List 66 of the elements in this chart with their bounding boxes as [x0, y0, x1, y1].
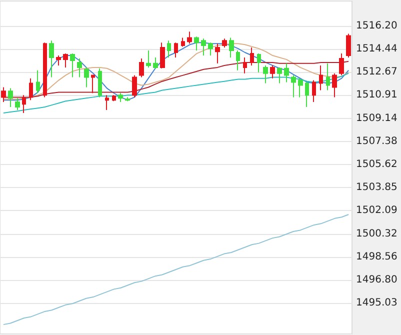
y-tick-label: 1510.91 [356, 90, 398, 101]
candlestick [8, 88, 13, 108]
candlestick [132, 74, 137, 98]
candlestick [270, 64, 275, 79]
y-tick-label: 1500.32 [356, 228, 398, 240]
candlestick [312, 80, 316, 103]
candlestick [215, 43, 220, 64]
candlestick [243, 56, 247, 74]
candlestick [346, 33, 351, 58]
candlestick [187, 31, 192, 44]
candlestick [29, 78, 33, 101]
candlestick [77, 58, 82, 78]
candlestick [22, 94, 26, 114]
y-tick-label: 1507.38 [356, 136, 398, 147]
candlestick [277, 66, 282, 84]
candlestick [250, 47, 254, 66]
candlestick [332, 72, 337, 98]
candlestick [167, 40, 171, 58]
y-tick-label: 1505.62 [356, 158, 398, 170]
candlestick [146, 50, 151, 68]
candlestick [118, 92, 123, 103]
candlestick [229, 37, 234, 58]
candlestick [105, 94, 109, 111]
candlestick [222, 38, 227, 48]
candlestick [201, 38, 206, 56]
candlestick [84, 66, 89, 88]
candlestick [319, 64, 323, 91]
candlestick [153, 56, 158, 69]
candlestick [125, 96, 130, 102]
candlestick [305, 82, 309, 108]
y-tick-label: 1496.80 [356, 274, 398, 286]
candlestick [112, 94, 116, 102]
candlestick [63, 53, 68, 68]
y-tick-label: 1512.67 [356, 66, 398, 78]
candlestick [91, 74, 95, 94]
candlestick [263, 64, 268, 84]
candlestick [174, 42, 178, 58]
candlestick [49, 40, 54, 78]
line-series [2, 72, 350, 114]
candlestick [160, 42, 165, 69]
candlestick [339, 53, 344, 76]
candlestick [236, 50, 240, 71]
candlestick [56, 55, 61, 66]
candlestick [284, 62, 289, 83]
y-tick-label: 1516.20 [356, 20, 398, 32]
y-tick-label: 1502.09 [356, 205, 398, 216]
y-tick-label: 1495.03 [356, 298, 398, 309]
candlestick [36, 70, 40, 94]
y-tick-label: 1514.44 [356, 43, 398, 54]
y-tick-label: 1509.14 [356, 112, 398, 124]
candlestick [194, 36, 199, 52]
candlestick [98, 68, 102, 98]
candlestick [257, 53, 261, 73]
candlestick [208, 42, 213, 56]
y-tick-label: 1503.85 [356, 182, 398, 194]
candlestick [43, 42, 47, 98]
candlestick [70, 53, 75, 78]
candlestick [139, 58, 144, 78]
candlestick [291, 74, 296, 98]
candlestick [15, 98, 20, 111]
candlestick [298, 78, 303, 98]
y-tick-label: 1498.56 [356, 251, 398, 262]
line-series [2, 214, 350, 326]
candlestick [181, 37, 185, 48]
candlestick [326, 62, 330, 91]
candlestick [1, 86, 6, 103]
